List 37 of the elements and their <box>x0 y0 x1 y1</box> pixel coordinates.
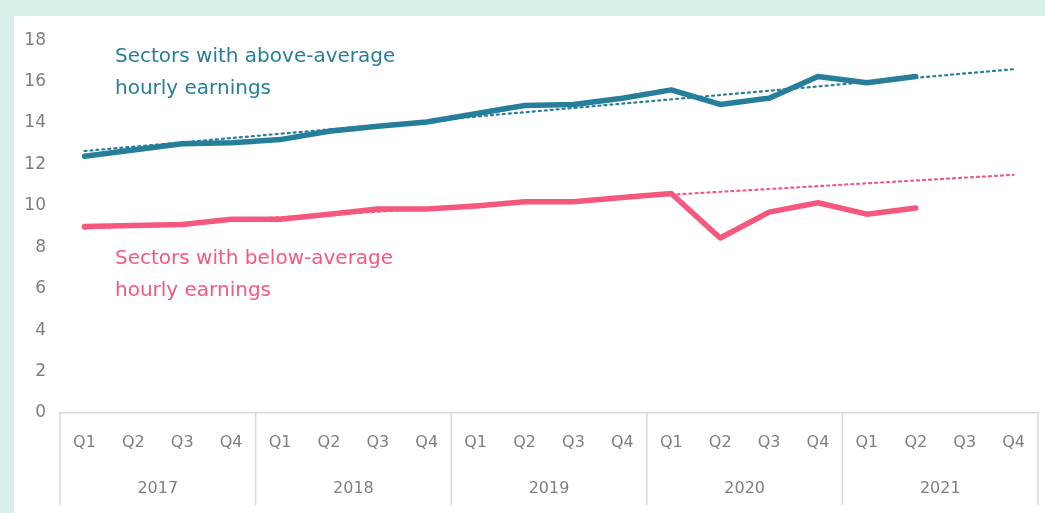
y-tick-label: 2 <box>35 360 46 380</box>
x-tick-label: Q2 <box>708 431 732 451</box>
series-label: Sectors with above-average hourly earnings <box>115 42 396 99</box>
text: 2017 <box>137 478 179 498</box>
y-tick-label: 12 <box>24 152 46 173</box>
x-tick-label: Q3 <box>170 431 194 451</box>
x-tick-label: Q4 <box>806 431 830 451</box>
text: 2020 <box>724 478 765 498</box>
y-tick-label: 8 <box>35 235 46 256</box>
y-tick-label: 10 <box>24 194 46 215</box>
text: 2018 <box>333 478 374 498</box>
x-tick-label: Q2 <box>317 431 341 451</box>
y-tick-label: 0 <box>35 401 46 422</box>
x-tick-label: Q3 <box>953 431 977 451</box>
x-tick-label: Q4 <box>610 431 634 451</box>
x-tick-label: Q2 <box>121 431 145 451</box>
y-tick-label: 6 <box>35 277 46 298</box>
text: 2019 <box>528 478 570 498</box>
y-tick-label: 14 <box>24 111 46 132</box>
y-tick-label: 18 <box>24 28 46 49</box>
x-tick-label: Q2 <box>513 431 536 451</box>
x-tick-label: Q3 <box>366 431 390 451</box>
x-tick-label: Q4 <box>1002 431 1025 451</box>
y-tick-label: 16 <box>24 70 46 91</box>
x-tick-label: Q1 <box>855 431 879 451</box>
series-label: Sectors with below-average hourly earnings <box>115 244 394 301</box>
x-tick-label: Q1 <box>73 431 96 451</box>
x-tick-label: Q1 <box>268 431 292 451</box>
y-tick-label: 4 <box>35 318 46 339</box>
x-tick-label: Q4 <box>219 431 243 451</box>
x-tick-label: Q2 <box>904 431 928 451</box>
text: 2021 <box>919 478 961 498</box>
x-tick-label: Q3 <box>757 431 781 451</box>
x-tick-label: Q4 <box>415 431 439 451</box>
x-tick-label: Q1 <box>464 431 488 451</box>
x-tick-label: Q1 <box>659 431 683 451</box>
x-tick-label: Q3 <box>562 431 585 451</box>
